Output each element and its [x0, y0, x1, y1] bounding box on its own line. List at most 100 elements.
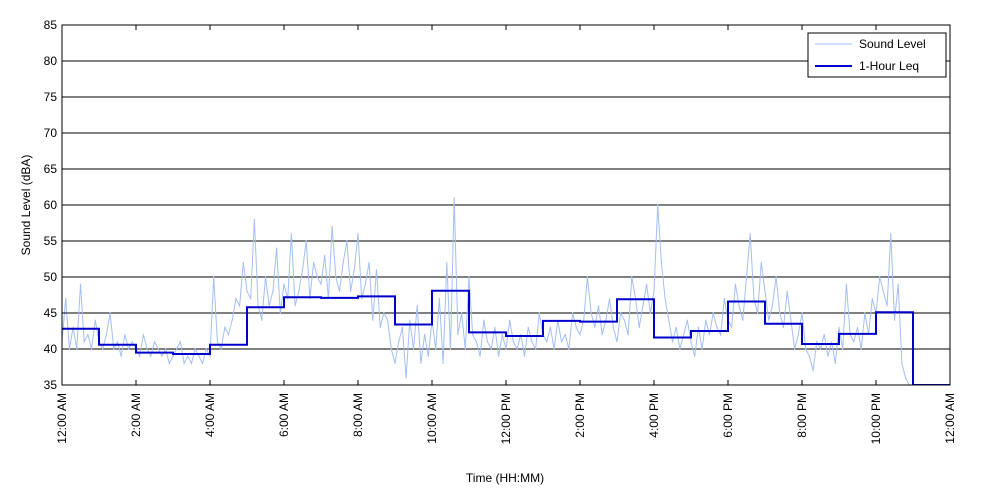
sound-level-point-93 [405, 377, 407, 379]
sound-level-point-60 [283, 283, 285, 285]
sound-level-point-62 [290, 233, 292, 235]
sound-level-point-105 [449, 348, 452, 350]
sound-level-point-119 [501, 334, 503, 336]
sound-level-point-18 [128, 348, 130, 350]
sound-level-point-190 [764, 290, 766, 292]
sound-level-point-3 [72, 326, 74, 328]
sound-level-point-84 [372, 319, 374, 321]
sound-level-point-79 [353, 269, 355, 271]
sound-level-point-196 [786, 290, 788, 292]
sound-level-point-167 [679, 348, 681, 350]
x-tick-label-1: 2:00 AM [129, 393, 143, 437]
sound-level-point-49 [242, 262, 244, 264]
sound-level-point-81 [361, 298, 363, 300]
sound-level-point-138 [572, 312, 574, 314]
sound-level-point-8 [91, 348, 93, 350]
sound-level-point-19 [131, 341, 133, 343]
x-tick-label-0: 12:00 AM [55, 393, 69, 444]
sound-level-point-129 [538, 312, 540, 314]
sound-level-point-39 [205, 348, 207, 350]
sound-level-point-171 [694, 355, 696, 357]
sound-level-point-52 [253, 218, 255, 220]
sound-level-point-21 [139, 355, 141, 357]
sound-level-point-174 [705, 319, 707, 321]
sound-level-point-15 [116, 341, 119, 343]
sound-level-point-112 [475, 341, 477, 343]
sound-level-point-56 [268, 305, 270, 307]
sound-level-point-32 [179, 341, 181, 343]
sound-level-point-50 [246, 290, 248, 292]
sound-level-point-139 [575, 326, 577, 328]
sound-level-point-225 [893, 319, 896, 321]
sound-level-point-153 [627, 334, 629, 336]
y-axis-label: Sound Level (dBA) [19, 155, 33, 256]
series-layer [61, 197, 950, 386]
sound-level-point-92 [401, 326, 403, 328]
sound-level-point-172 [697, 326, 700, 328]
legend-label-sound-level: Sound Level [859, 37, 926, 51]
sound-level-point-154 [631, 276, 633, 278]
sound-level-point-223 [886, 305, 888, 307]
sound-level-point-73 [331, 226, 333, 228]
sound-level-point-7 [87, 334, 89, 336]
sound-level-point-168 [683, 334, 685, 336]
sound-level-point-187 [753, 298, 755, 300]
x-tick-label-10: 8:00 PM [795, 393, 809, 438]
sound-level-point-210 [838, 326, 840, 328]
legend-box [807, 32, 947, 78]
sound-level-point-116 [490, 348, 492, 350]
sound-level-point-103 [442, 362, 444, 364]
sound-level-point-69 [316, 276, 318, 278]
sound-level-point-42 [216, 341, 218, 343]
y-tick-label-40: 40 [44, 342, 58, 356]
sound-level-point-127 [531, 341, 533, 343]
sound-level-point-63 [294, 305, 296, 307]
sound-level-point-48 [239, 305, 241, 307]
sound-level-point-94 [409, 319, 411, 321]
sound-level-point-178 [720, 334, 722, 336]
sound-level-point-5 [79, 283, 82, 285]
sound-level-point-147 [605, 319, 607, 321]
sound-level-point-215 [856, 326, 859, 328]
sound-level-point-47 [235, 298, 237, 300]
sound-level-point-191 [768, 319, 770, 321]
sound-level-point-194 [779, 312, 781, 314]
sound-level-point-109 [464, 348, 466, 350]
sound-level-point-176 [712, 312, 714, 314]
sound-level-point-29 [168, 362, 170, 364]
sound-level-point-33 [183, 362, 185, 364]
sound-level-point-219 [871, 298, 873, 300]
sound-level-point-28 [165, 348, 167, 350]
sound-level-point-78 [350, 290, 352, 292]
sound-level-point-206 [823, 334, 825, 336]
y-tick-label-80: 80 [44, 54, 58, 68]
sound-level-point-133 [553, 348, 555, 350]
sound-level-point-166 [675, 326, 677, 328]
sound-level-point-55 [264, 276, 267, 278]
y-tick-label-35: 35 [44, 378, 58, 392]
sound-level-point-162 [660, 262, 663, 264]
sound-level-point-54 [261, 319, 263, 321]
sound-level-point-163 [664, 298, 666, 300]
sound-level-point-83 [368, 262, 370, 264]
sound-level-point-222 [882, 290, 885, 292]
sound-level-point-2 [68, 348, 70, 350]
sound-level-point-108 [461, 312, 463, 314]
sound-level-point-67 [309, 298, 311, 300]
sound-level-point-66 [305, 240, 307, 242]
sound-level-point-188 [757, 312, 759, 314]
sound-level-point-137 [568, 348, 570, 350]
sound-level-point-182 [734, 283, 737, 285]
sound-level-point-183 [738, 305, 740, 307]
y-axis: 35 40 45 50 55 60 65 70 75 80 85 [44, 18, 950, 392]
sound-level-point-126 [527, 326, 529, 328]
sound-level-point-200 [801, 312, 803, 314]
sound-level-point-169 [686, 319, 688, 321]
x-tick-label-9: 6:00 PM [721, 393, 735, 438]
sound-level-point-184 [742, 319, 744, 321]
x-tick-label-3: 6:00 AM [277, 393, 291, 437]
sound-level-point-113 [479, 355, 481, 357]
legend: Sound Level 1-Hour Leq [807, 32, 947, 78]
sound-level-point-16 [120, 355, 122, 357]
